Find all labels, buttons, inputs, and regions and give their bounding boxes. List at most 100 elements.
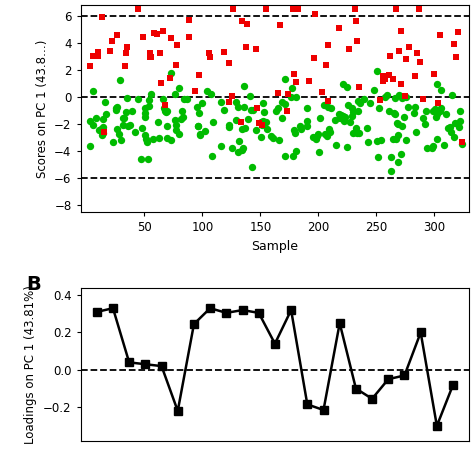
Point [149, 135, 157, 143]
Point [259, 121, 266, 128]
Point [381, 93, 388, 101]
Point [185, 33, 193, 41]
Point [379, 78, 387, 85]
Point [150, 29, 157, 36]
Point [429, 108, 437, 115]
Point [328, 104, 335, 111]
Point [402, 93, 410, 100]
Point [395, 91, 402, 99]
Point [101, 99, 109, 106]
Point [423, 144, 430, 151]
Point [155, 134, 163, 142]
Point [90, 52, 97, 59]
Point [127, 121, 134, 129]
Point [402, 55, 410, 63]
Point [291, 70, 298, 77]
Point [241, 125, 249, 132]
Point [444, 124, 451, 132]
Point [196, 130, 203, 138]
Point [98, 131, 106, 138]
Point [323, 132, 331, 140]
Point [154, 30, 161, 38]
Point [320, 101, 328, 109]
Point [238, 146, 246, 154]
Point [246, 92, 254, 100]
Point [282, 75, 289, 82]
Point [412, 128, 420, 136]
Point [373, 137, 381, 145]
Point [100, 129, 107, 137]
Point [238, 125, 246, 133]
Point [263, 126, 271, 133]
Point [89, 87, 97, 95]
Point [288, 84, 296, 91]
Point [86, 62, 94, 70]
Point [365, 138, 372, 146]
Point [456, 108, 464, 115]
Point [316, 114, 324, 121]
Point [118, 137, 125, 144]
Point [410, 109, 417, 117]
Point [119, 121, 127, 129]
Point [270, 134, 277, 141]
Point [324, 41, 332, 49]
Point [157, 79, 165, 87]
Point [303, 117, 310, 125]
Point [391, 109, 398, 117]
Point [167, 136, 174, 144]
Point [340, 118, 347, 125]
Point [398, 150, 405, 158]
Point [159, 95, 167, 102]
Point [337, 114, 344, 122]
Point [94, 48, 102, 56]
Point [123, 109, 130, 116]
Point [343, 144, 351, 151]
Point [120, 115, 128, 122]
Point [383, 91, 391, 99]
Point [249, 106, 256, 113]
Point [416, 5, 423, 13]
Point [253, 126, 260, 134]
Point [173, 42, 181, 49]
Point [388, 167, 395, 175]
Point [272, 107, 280, 115]
Point [387, 154, 395, 161]
Point [292, 148, 300, 155]
Point [229, 5, 237, 13]
Point [402, 137, 410, 144]
Point [166, 75, 173, 82]
Point [455, 123, 463, 131]
Point [289, 153, 297, 160]
Point [319, 88, 326, 96]
Point [262, 118, 270, 126]
Point [337, 111, 345, 119]
Point [296, 122, 304, 130]
Point [94, 53, 102, 60]
Point [226, 123, 233, 131]
Point [141, 104, 149, 112]
Point [349, 109, 356, 116]
Point [351, 5, 359, 13]
Point [191, 87, 199, 94]
Point [167, 69, 175, 77]
Point [373, 67, 381, 75]
Point [209, 118, 217, 126]
Point [315, 130, 322, 137]
Point [456, 118, 463, 125]
Point [315, 148, 322, 155]
Point [183, 95, 191, 103]
Point [234, 148, 242, 155]
Point [350, 129, 357, 137]
Point [404, 103, 411, 111]
Point [234, 103, 241, 111]
Point [164, 122, 171, 130]
Point [326, 128, 334, 136]
Point [392, 5, 400, 13]
Point [260, 109, 268, 116]
Point [232, 98, 239, 106]
Point [344, 83, 351, 91]
Point [433, 113, 440, 121]
Point [207, 90, 215, 98]
Point [128, 107, 136, 115]
Point [178, 107, 185, 114]
